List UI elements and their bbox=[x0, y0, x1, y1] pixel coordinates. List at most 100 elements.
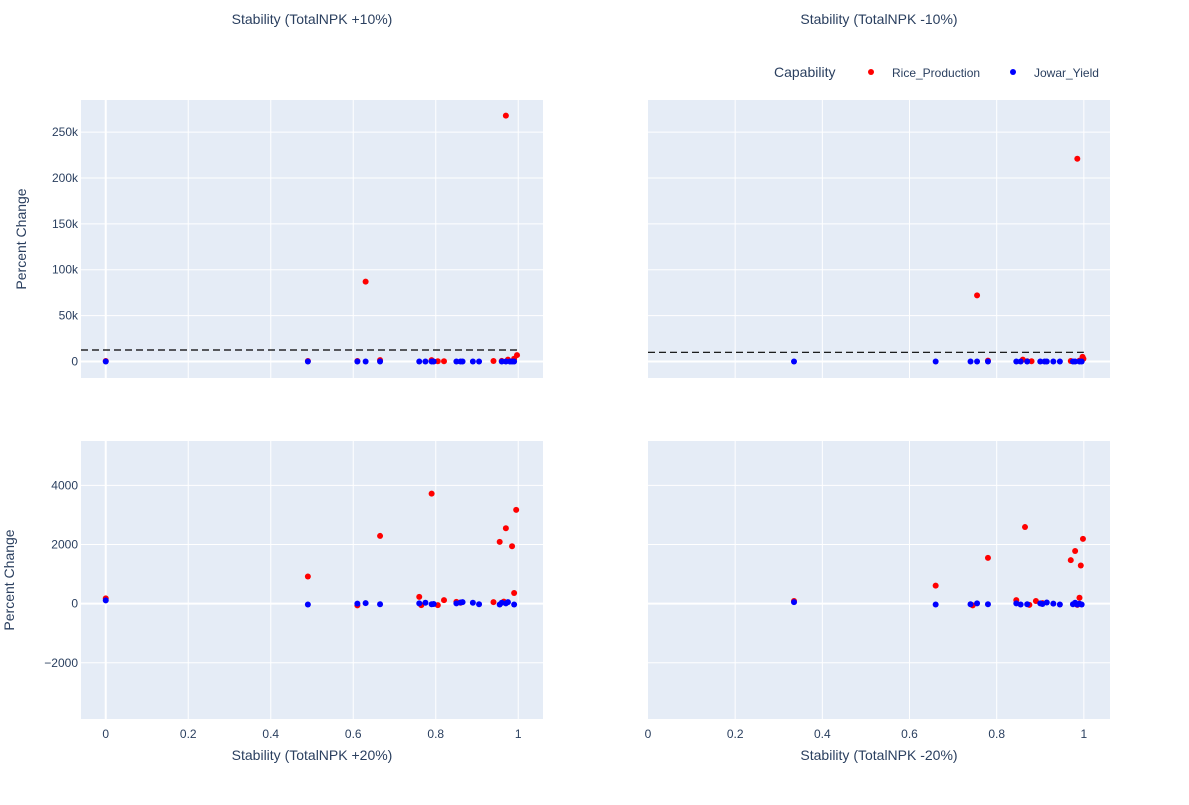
data-point bbox=[304, 358, 311, 365]
data-point bbox=[1056, 358, 1063, 365]
data-point bbox=[1037, 358, 1044, 365]
data-point bbox=[428, 490, 435, 497]
data-point bbox=[1028, 358, 1035, 365]
x-axis-label: Stability (TotalNPK +20%) bbox=[232, 747, 393, 763]
y-tick-label: 2000 bbox=[51, 538, 78, 552]
plot-area bbox=[81, 441, 543, 719]
x-tick-label: 0.6 bbox=[345, 727, 362, 741]
data-point bbox=[1024, 601, 1031, 608]
plot-area bbox=[648, 100, 1110, 378]
data-point bbox=[791, 358, 798, 365]
data-point bbox=[422, 599, 429, 606]
plot-area bbox=[81, 100, 543, 378]
data-point bbox=[513, 506, 520, 513]
x-tick-label: 0.2 bbox=[180, 727, 197, 741]
data-point bbox=[984, 554, 991, 561]
data-point bbox=[430, 600, 437, 607]
plot-area bbox=[648, 441, 1110, 719]
data-point bbox=[416, 600, 423, 607]
data-point bbox=[469, 599, 476, 606]
data-point bbox=[1043, 358, 1050, 365]
data-point bbox=[791, 599, 798, 606]
data-point bbox=[362, 278, 369, 285]
y-axis-label: Percent Change bbox=[13, 188, 29, 289]
subplot-4: 0 0.2 0.4 0.6 0.8 1 Stability (TotalNPK -20%) bbox=[645, 441, 1110, 763]
data-point bbox=[453, 358, 460, 365]
data-point bbox=[304, 573, 311, 580]
legend-item: Jowar_Yield bbox=[1010, 66, 1099, 80]
data-point bbox=[490, 358, 497, 365]
data-point bbox=[1024, 358, 1031, 365]
data-point bbox=[511, 590, 518, 597]
data-point bbox=[362, 358, 369, 365]
subplot-3: 0 0.2 0.4 0.6 0.8 1 −2000 0 2000 4000 Stability (T… bbox=[1, 441, 543, 763]
subplot-title: Stability (TotalNPK +10%) bbox=[232, 11, 393, 27]
data-point bbox=[967, 601, 974, 608]
data-point bbox=[416, 358, 423, 365]
data-point bbox=[1017, 601, 1024, 608]
data-point bbox=[422, 358, 429, 365]
y-tick-label: −2000 bbox=[44, 656, 78, 670]
data-point bbox=[459, 358, 466, 365]
data-point bbox=[1076, 594, 1083, 601]
x-tick-label: 0.6 bbox=[901, 727, 918, 741]
data-point bbox=[514, 352, 521, 359]
data-point bbox=[932, 601, 939, 608]
data-point bbox=[967, 358, 974, 365]
data-point bbox=[362, 600, 369, 607]
data-point bbox=[502, 358, 509, 365]
data-point bbox=[1072, 548, 1079, 555]
data-point bbox=[377, 601, 384, 608]
legend-label: Jowar_Yield bbox=[1034, 66, 1099, 80]
subplot-2: Stability (TotalNPK -10%) bbox=[648, 11, 1110, 378]
data-point bbox=[1017, 358, 1024, 365]
y-tick-label: 0 bbox=[71, 354, 78, 368]
data-point bbox=[1067, 557, 1074, 564]
data-point bbox=[509, 543, 516, 550]
data-point bbox=[1074, 155, 1081, 162]
data-point bbox=[498, 358, 505, 365]
data-point bbox=[469, 358, 476, 365]
data-point bbox=[984, 601, 991, 608]
legend-title: Capability bbox=[774, 64, 835, 80]
y-tick-label: 100k bbox=[52, 263, 79, 277]
data-point bbox=[974, 600, 981, 607]
data-point bbox=[1077, 562, 1084, 569]
legend-label: Rice_Production bbox=[892, 66, 980, 80]
data-point bbox=[1079, 535, 1086, 542]
data-point bbox=[932, 582, 939, 589]
subplot-1: 0 50k 100k 150k 200k 250k Stability (TotalNPK … bbox=[13, 11, 543, 378]
data-point bbox=[1022, 524, 1029, 531]
y-tick-label: 150k bbox=[52, 217, 79, 231]
data-point bbox=[974, 358, 981, 365]
x-tick-label: 0.4 bbox=[262, 727, 279, 741]
x-tick-label: 0.8 bbox=[427, 727, 444, 741]
y-tick-label: 50k bbox=[59, 309, 79, 323]
data-point bbox=[1078, 358, 1085, 365]
data-point bbox=[1056, 601, 1063, 608]
data-point bbox=[504, 599, 511, 606]
legend-item: Rice_Production bbox=[868, 66, 980, 80]
data-point bbox=[102, 597, 109, 604]
data-point bbox=[511, 358, 518, 365]
data-point bbox=[1013, 358, 1020, 365]
data-point bbox=[984, 358, 991, 365]
data-point bbox=[974, 292, 981, 299]
x-axis-label: Stability (TotalNPK -20%) bbox=[800, 747, 957, 763]
x-tick-label: 0 bbox=[102, 727, 109, 741]
data-point bbox=[502, 525, 509, 532]
x-tick-label: 0 bbox=[645, 727, 652, 741]
data-point bbox=[441, 358, 447, 365]
subplot-title: Stability (TotalNPK -10%) bbox=[800, 11, 957, 27]
series-jowar-yield bbox=[791, 599, 1085, 608]
data-point bbox=[476, 601, 483, 608]
x-tick-label: 0.4 bbox=[814, 727, 831, 741]
x-tick-label: 1 bbox=[515, 727, 522, 741]
y-tick-label: 4000 bbox=[51, 478, 78, 492]
series-jowar-yield bbox=[102, 358, 518, 365]
data-point bbox=[502, 112, 509, 119]
y-tick-label: 0 bbox=[71, 597, 78, 611]
data-point bbox=[490, 599, 497, 606]
